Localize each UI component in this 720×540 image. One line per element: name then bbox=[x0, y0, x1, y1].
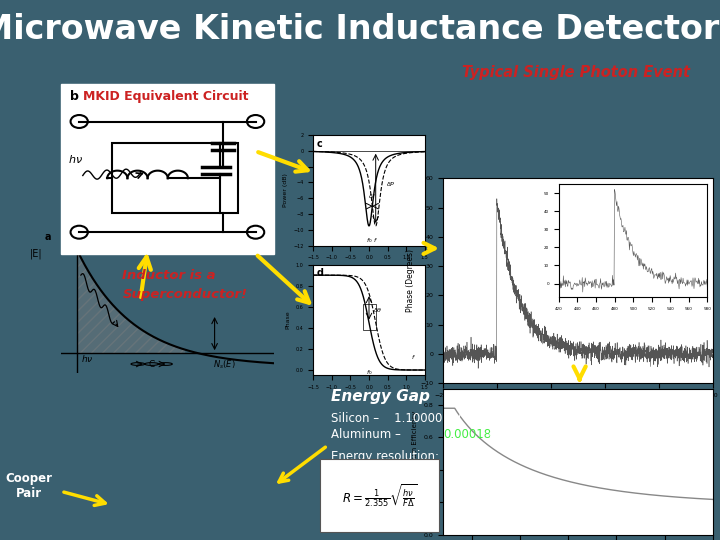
Text: Superconductor!: Superconductor! bbox=[122, 288, 248, 301]
Text: d: d bbox=[317, 268, 324, 278]
Text: Inductor is a: Inductor is a bbox=[122, 269, 216, 282]
Bar bbox=[112, 143, 238, 213]
Text: $N_s(E)$: $N_s(E)$ bbox=[213, 359, 235, 371]
Text: eV: eV bbox=[485, 428, 503, 441]
Y-axis label: Detector Quantum Efficiency: Detector Quantum Efficiency bbox=[412, 411, 418, 512]
Y-axis label: Phase: Phase bbox=[285, 310, 290, 329]
Text: b: b bbox=[70, 90, 78, 103]
Y-axis label: Power (dB): Power (dB) bbox=[282, 173, 287, 207]
Text: Energy Gap: Energy Gap bbox=[331, 389, 430, 404]
Text: Typical Single Photon Event: Typical Single Photon Event bbox=[462, 65, 690, 80]
Text: C: C bbox=[148, 360, 155, 369]
Text: $\delta\theta$: $\delta\theta$ bbox=[374, 306, 383, 314]
Text: $f_0$: $f_0$ bbox=[366, 236, 372, 245]
Text: Cooper
Pair: Cooper Pair bbox=[5, 472, 53, 500]
Text: 0.00018: 0.00018 bbox=[443, 428, 491, 441]
Text: c: c bbox=[317, 139, 323, 149]
Text: $f$: $f$ bbox=[411, 354, 416, 361]
Text: a: a bbox=[44, 232, 50, 242]
Text: |E|: |E| bbox=[30, 248, 42, 259]
FancyBboxPatch shape bbox=[320, 459, 439, 532]
X-axis label: Microseconds: Microseconds bbox=[552, 404, 604, 413]
Text: $\delta P$: $\delta P$ bbox=[386, 180, 395, 188]
Text: Energy resolution:: Energy resolution: bbox=[331, 450, 439, 463]
Text: $\Delta$: $\Delta$ bbox=[210, 238, 219, 250]
Text: $h\nu$: $h\nu$ bbox=[81, 354, 93, 364]
Text: $f_0$: $f_0$ bbox=[366, 368, 372, 377]
Bar bbox=[364, 303, 377, 330]
Text: $\delta f$: $\delta f$ bbox=[368, 192, 377, 200]
Text: $h\nu$: $h\nu$ bbox=[68, 153, 84, 165]
Text: $f$: $f$ bbox=[373, 236, 378, 244]
Text: $R = \frac{1}{2.355}\sqrt{\frac{h\nu}{F\Delta}}$: $R = \frac{1}{2.355}\sqrt{\frac{h\nu}{F\… bbox=[341, 482, 418, 509]
FancyBboxPatch shape bbox=[61, 84, 274, 254]
Text: Silicon –    1.10000 eV: Silicon – 1.10000 eV bbox=[331, 412, 462, 425]
Text: MKID Equivalent Circuit: MKID Equivalent Circuit bbox=[83, 90, 248, 103]
Text: Aluminum –: Aluminum – bbox=[331, 428, 405, 441]
Y-axis label: Phase (Degrees): Phase (Degrees) bbox=[405, 249, 415, 312]
Text: Microwave Kinetic Inductance Detectors: Microwave Kinetic Inductance Detectors bbox=[0, 13, 720, 46]
